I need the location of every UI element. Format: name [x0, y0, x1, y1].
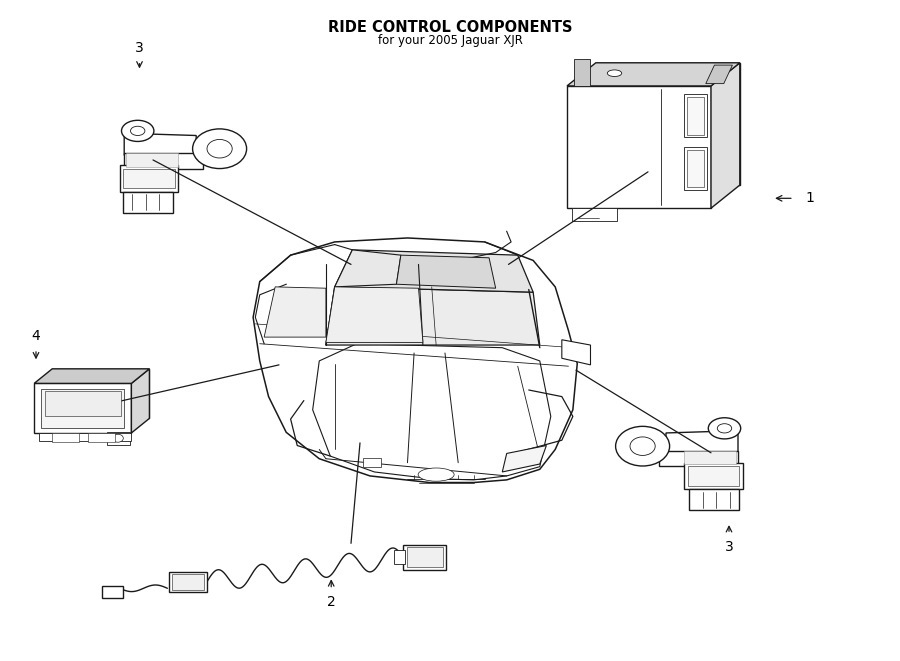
Polygon shape	[126, 153, 178, 167]
Text: 3: 3	[724, 539, 733, 554]
Polygon shape	[567, 86, 711, 208]
Ellipse shape	[112, 434, 123, 442]
Ellipse shape	[708, 418, 741, 439]
Polygon shape	[124, 134, 196, 155]
Text: 4: 4	[32, 329, 40, 343]
Bar	[52, 433, 79, 442]
Bar	[107, 432, 130, 445]
Polygon shape	[596, 63, 740, 185]
Polygon shape	[574, 59, 590, 86]
Polygon shape	[684, 463, 742, 489]
Polygon shape	[335, 250, 533, 292]
Ellipse shape	[630, 437, 655, 455]
Bar	[394, 550, 405, 564]
Polygon shape	[39, 433, 131, 441]
Bar	[684, 147, 706, 190]
Bar	[172, 574, 204, 590]
Bar	[684, 95, 706, 137]
Polygon shape	[253, 238, 577, 483]
Bar	[687, 97, 704, 135]
Text: for your 2005 Jaguar XJR: for your 2005 Jaguar XJR	[378, 34, 522, 48]
Bar	[102, 586, 123, 598]
Bar	[169, 572, 207, 592]
Text: 2: 2	[327, 594, 336, 609]
Text: 3: 3	[135, 40, 144, 55]
Polygon shape	[562, 340, 590, 365]
Polygon shape	[123, 192, 173, 213]
Polygon shape	[131, 369, 149, 433]
Polygon shape	[659, 451, 738, 466]
Polygon shape	[689, 489, 739, 510]
Polygon shape	[688, 466, 739, 486]
Bar	[88, 433, 115, 442]
Bar	[45, 391, 121, 416]
Polygon shape	[120, 165, 178, 192]
Polygon shape	[335, 250, 400, 287]
Polygon shape	[34, 369, 149, 383]
Polygon shape	[711, 63, 740, 208]
Polygon shape	[666, 431, 738, 453]
Ellipse shape	[616, 426, 670, 466]
Text: RIDE CONTROL COMPONENTS: RIDE CONTROL COMPONENTS	[328, 20, 572, 35]
Polygon shape	[34, 383, 131, 433]
Ellipse shape	[122, 120, 154, 141]
Bar	[687, 149, 704, 187]
Text: 1: 1	[806, 191, 814, 206]
Polygon shape	[502, 446, 546, 472]
Polygon shape	[41, 389, 124, 428]
Ellipse shape	[608, 70, 622, 77]
Bar	[403, 545, 446, 570]
Polygon shape	[123, 169, 175, 188]
Polygon shape	[326, 287, 423, 342]
Polygon shape	[684, 451, 736, 464]
Polygon shape	[567, 63, 740, 86]
Polygon shape	[706, 65, 733, 83]
Polygon shape	[265, 287, 326, 337]
Ellipse shape	[207, 139, 232, 158]
Polygon shape	[326, 287, 540, 345]
Polygon shape	[312, 344, 551, 480]
Bar	[364, 458, 382, 467]
Polygon shape	[572, 208, 616, 221]
Bar	[407, 547, 443, 567]
Polygon shape	[52, 369, 149, 418]
Ellipse shape	[717, 424, 732, 433]
Ellipse shape	[130, 126, 145, 136]
Ellipse shape	[193, 129, 247, 169]
Polygon shape	[124, 153, 203, 169]
Polygon shape	[396, 255, 496, 288]
Ellipse shape	[418, 468, 454, 481]
